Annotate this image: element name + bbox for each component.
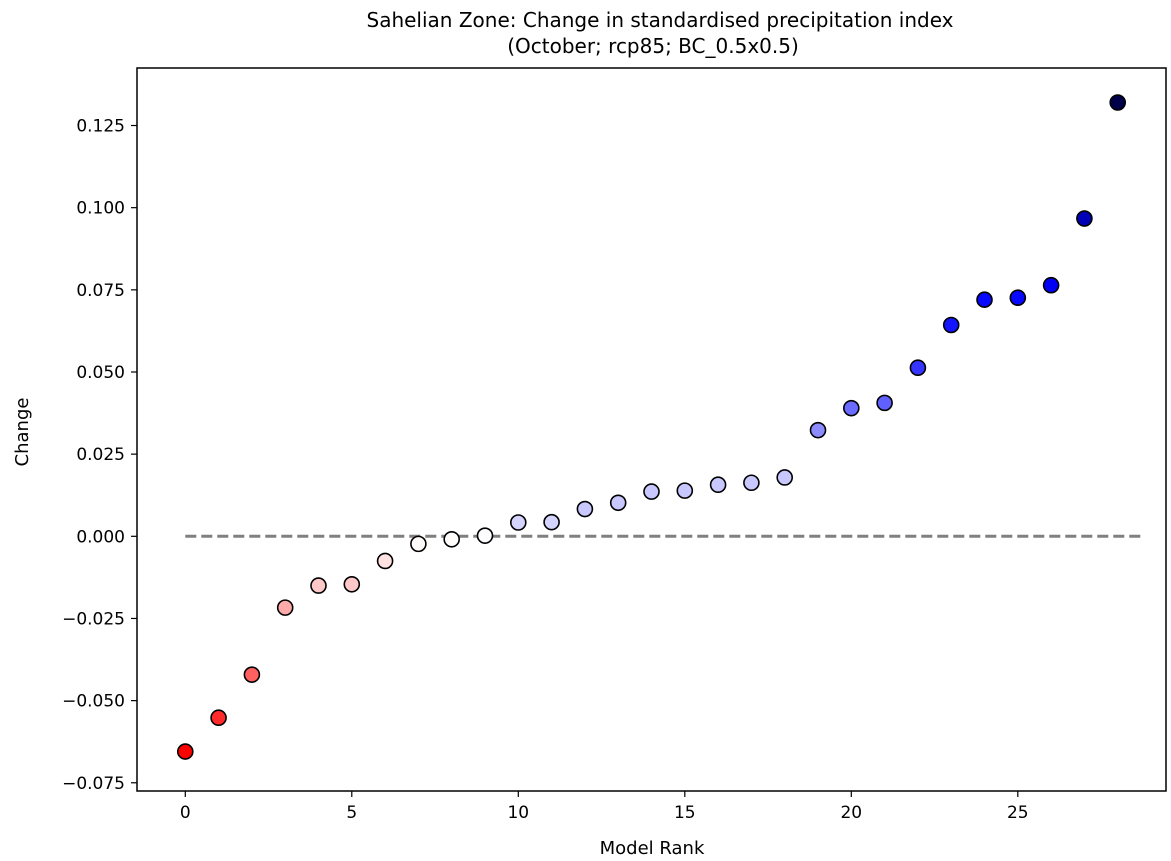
- data-point-15: [676, 482, 694, 499]
- data-point-23: [942, 316, 960, 334]
- data-point-27: [1076, 210, 1093, 227]
- x-tick-label: 10: [507, 803, 529, 823]
- x-axis-label: Model Rank: [600, 838, 705, 859]
- data-point-4: [310, 577, 327, 594]
- chart-title: Sahelian Zone: Change in standardised pr…: [367, 8, 954, 32]
- data-points: [176, 94, 1127, 760]
- data-point-21: [876, 394, 893, 412]
- data-point-26: [1042, 276, 1060, 294]
- data-point-2: [243, 666, 261, 683]
- y-axis-ticks: −0.075 −0.050 −0.025 0.000 0.025 0.050 0.075 0.…: [62, 117, 137, 794]
- data-point-17: [743, 474, 760, 492]
- x-axis-ticks: 051015202530: [180, 791, 1029, 823]
- data-point-12: [576, 500, 594, 518]
- plot-area: [136, 67, 1167, 792]
- y-tick-label: −0.075: [62, 774, 125, 794]
- data-point-9: [476, 527, 494, 544]
- data-point-11: [543, 513, 560, 531]
- data-point-24: [976, 291, 993, 308]
- data-point-8: [443, 530, 460, 548]
- x-tick-label: 25: [1007, 803, 1029, 823]
- data-point-0: [176, 743, 194, 760]
- x-tick-label: 0: [180, 803, 191, 823]
- y-tick-label: −0.025: [62, 609, 125, 629]
- data-point-28: [1109, 94, 1127, 111]
- data-point-19: [809, 421, 827, 439]
- y-tick-label: 0.100: [76, 199, 125, 219]
- data-point-6: [376, 552, 394, 570]
- data-point-13: [609, 494, 627, 512]
- data-point-25: [1009, 289, 1027, 307]
- y-tick-label: 0.050: [76, 363, 125, 383]
- data-point-5: [343, 575, 361, 593]
- y-tick-label: 0.000: [76, 527, 125, 547]
- y-tick-label: 0.025: [76, 445, 125, 465]
- y-axis-label: Change: [12, 398, 33, 467]
- axes-frame: [136, 67, 1167, 792]
- y-tick-label: 0.075: [76, 281, 125, 301]
- x-tick-label: 5: [346, 803, 357, 823]
- data-point-3: [276, 599, 294, 616]
- data-point-20: [843, 399, 860, 417]
- y-tick-label: −0.050: [62, 692, 125, 712]
- data-point-14: [643, 483, 660, 500]
- data-point-10: [509, 514, 527, 531]
- data-point-7: [410, 535, 427, 553]
- chart-subtitle: (October; rcp85; BC_0.5x0.5): [507, 34, 799, 58]
- x-tick-label: 20: [840, 803, 862, 823]
- y-tick-label: 0.125: [76, 117, 125, 137]
- x-tick-label: 15: [674, 803, 696, 823]
- data-point-1: [210, 709, 227, 727]
- data-point-18: [776, 469, 794, 486]
- data-point-22: [909, 359, 927, 377]
- data-point-16: [709, 476, 727, 494]
